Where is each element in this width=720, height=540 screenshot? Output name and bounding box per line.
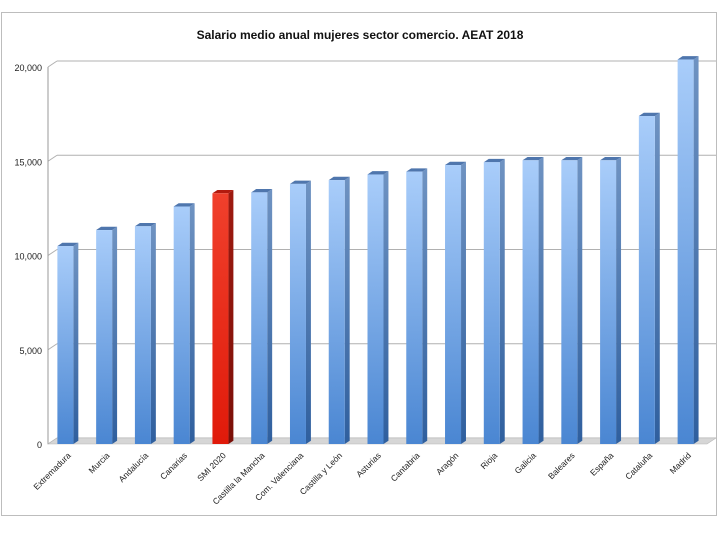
bar-side [344,176,350,445]
bar-catalu-a [638,112,660,445]
bar-cantabria [406,168,428,444]
bar-rioja [483,158,505,444]
bar-front [406,171,423,444]
bar-side [189,203,195,444]
x-tick-label: Baleares [546,450,577,481]
bar-side [461,161,466,444]
bar-front [561,160,578,444]
bar-side [422,168,428,444]
chart-title: Salario medio anual mujeres sector comer… [196,28,524,42]
x-tick-label: España [588,450,616,478]
gridline-diagonal [47,343,58,351]
bar-front [445,165,462,444]
bar-top [445,161,466,166]
bar-top [212,189,234,194]
bar-top [289,180,311,184]
gridline-diagonal [47,249,58,256]
bar-top [328,176,350,181]
bar-front [328,180,345,444]
bar-front [134,226,151,444]
bar-castilla-y-le-n [328,176,350,445]
bar-baleares [561,157,583,444]
bar-top [483,158,505,163]
bar-top [522,157,544,161]
bar-side [150,222,156,444]
bar-espa-a [600,157,622,444]
bar-side [73,242,79,444]
bar-top [561,157,583,161]
bar-galicia [522,157,544,444]
bar-front [96,230,113,444]
bar-front [173,206,190,444]
x-tick-label: Andalucía [117,450,151,484]
y-tick-label: 20,000 [14,63,42,73]
x-tick-label: Extremadura [31,450,73,492]
bar-canarias [173,203,195,444]
bar-side [112,226,118,444]
bar-front [212,193,229,444]
x-tick-label: Cantabria [389,450,422,483]
bar-front [638,116,655,444]
bar-side [538,157,544,444]
bar-castilla-la-mancha [251,189,273,444]
bar-side [305,180,311,444]
bar-top [251,189,273,193]
bar-asturias [367,171,389,444]
bar-front [57,246,74,444]
bar-front [522,160,539,444]
gridline-diagonal [47,154,58,162]
bar-top [600,157,622,161]
bar-top [173,203,195,207]
bar-top [677,56,699,60]
bar-side [616,157,622,444]
bar-front [251,192,268,444]
bar-top [96,226,118,231]
y-tick-label: 0 [37,440,42,450]
bar-smi-2020 [212,189,234,444]
bar-top [57,242,79,247]
bar-side [693,56,699,444]
bars-layer [57,56,699,445]
bar-top [406,168,428,172]
bar-front [483,162,500,444]
x-tick-label: Cataluña [623,450,654,481]
bar-top [134,222,156,227]
x-tick-label: Galicia [513,450,539,476]
bar-front [677,59,694,445]
y-tick-label: 10,000 [14,252,42,262]
x-tick-label: SMI 2020 [195,450,228,483]
bar-side [228,189,234,444]
bar-top [367,171,389,175]
y-tick-label: 5,000 [19,346,42,356]
bar-side [267,189,273,444]
bar-front [367,174,384,444]
bar-side [499,158,505,444]
bar-arag-n [445,161,466,444]
x-tick-label: Rioja [478,450,499,471]
x-tick-label: Madrid [668,450,694,476]
bar-side [654,112,660,445]
y-tick-label: 15,000 [14,157,42,167]
bar-extremadura [57,242,79,444]
bar-top [638,112,660,117]
x-tick-label: Murcia [86,450,111,475]
bar-com-valenciana [289,180,311,444]
chart-frame [1,12,717,516]
x-tick-label: Aragón [434,450,461,477]
bar-andaluc-a [134,222,156,444]
x-tick-label: Asturias [354,450,383,479]
bar-murcia [96,226,118,444]
bar-side [577,157,583,444]
bar-front [289,183,306,444]
gridline-diagonal [47,60,58,68]
x-tick-label: Canarias [158,450,189,481]
bar-side [383,171,389,444]
bar-front [600,160,617,444]
bar-madrid [677,56,699,445]
